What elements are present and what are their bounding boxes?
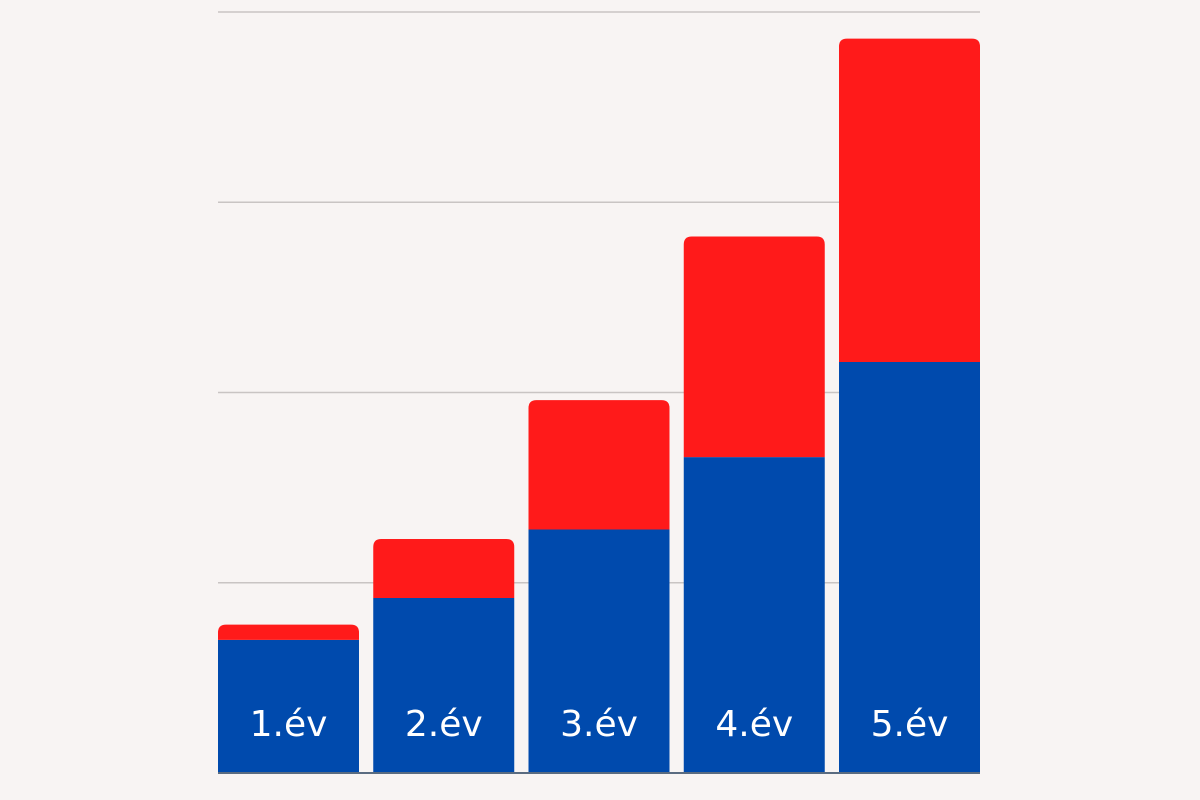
category-label-4: 4.év <box>715 704 793 745</box>
bar-segment-upper-3 <box>528 400 670 530</box>
bar-segment-lower-3 <box>528 529 670 773</box>
bar-segment-upper-2 <box>373 538 515 598</box>
category-label-1: 1.év <box>250 704 328 745</box>
bar-segment-upper-5 <box>839 38 980 363</box>
category-label-2: 2.év <box>405 704 483 745</box>
bar-segment-upper-4 <box>683 236 825 458</box>
bars <box>218 38 980 773</box>
category-label-3: 3.év <box>560 704 638 745</box>
bar-segment-upper-1 <box>218 624 359 640</box>
bar-segment-lower-5 <box>839 362 980 773</box>
bar-segment-lower-4 <box>683 457 825 773</box>
category-labels: 1.év 2.év 3.év 4.év 5.év <box>250 704 949 745</box>
category-label-5: 5.év <box>871 704 949 745</box>
bar-segment-lower-2 <box>373 597 515 773</box>
bar-segment-lower-1 <box>218 639 359 773</box>
